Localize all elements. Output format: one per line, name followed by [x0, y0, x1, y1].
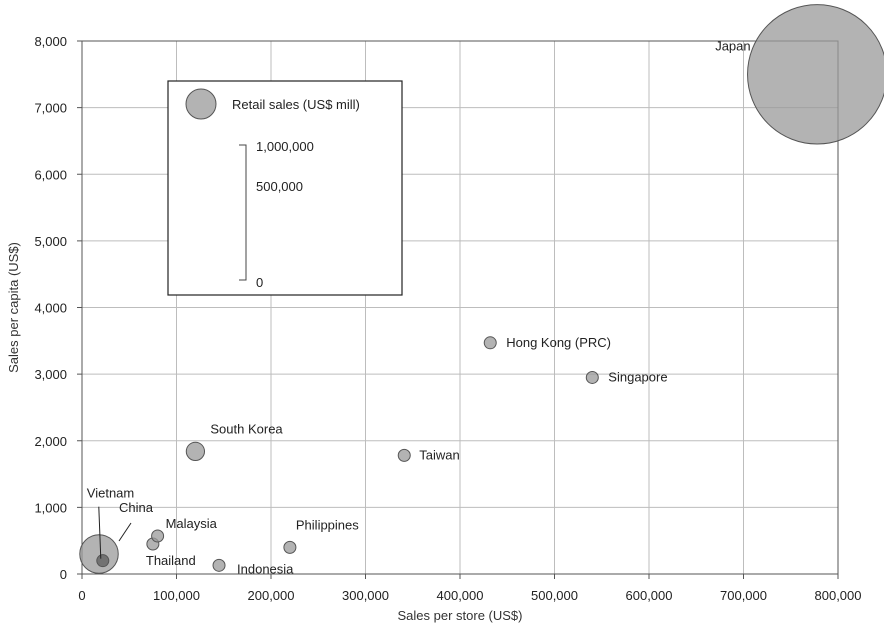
bubble-japan [747, 4, 884, 145]
legend-scale-label-mid: 500,000 [256, 179, 303, 194]
x-tick-label: 200,000 [248, 588, 295, 603]
y-tick-label: 3,000 [34, 367, 67, 382]
legend-title: Retail sales (US$ mill) [232, 97, 360, 112]
bubble-label-malaysia: Malaysia [166, 516, 218, 531]
y-tick-label: 1,000 [34, 500, 67, 515]
bubble-label-hong-kong-prc: Hong Kong (PRC) [506, 335, 611, 350]
bubble-taiwan [397, 448, 411, 462]
legend-swatch [185, 88, 217, 120]
leader-line-china [118, 522, 132, 542]
x-tick-label: 700,000 [720, 588, 767, 603]
x-tick-label: 300,000 [342, 588, 389, 603]
bubbles [79, 4, 884, 574]
bubble-label-japan: Japan [715, 38, 750, 53]
bubble-label-vietnam: Vietnam [87, 486, 134, 501]
bubble-philippines [283, 540, 297, 554]
bubble-vietnam [96, 554, 110, 568]
x-tick-label: 400,000 [437, 588, 484, 603]
x-tick-label: 0 [78, 588, 85, 603]
bubble-label-china: China [119, 500, 154, 515]
bubble-labels: Japan Hong Kong (PRC) Singapore South Korea… [87, 38, 751, 576]
y-tick-label: 5,000 [34, 234, 67, 249]
bubble-indonesia [212, 558, 226, 572]
y-tick-label: 4,000 [34, 301, 67, 316]
x-tick-label: 500,000 [531, 588, 578, 603]
bubble-malaysia [151, 529, 165, 543]
x-axis-ticks: 0 100,000 200,000 300,000 400,000 500,000 600,… [78, 574, 862, 603]
y-axis-label: Sales per capita (US$) [6, 242, 21, 373]
bubble-label-singapore: Singapore [608, 369, 667, 384]
y-tick-label: 7,000 [34, 101, 67, 116]
bubble-label-taiwan: Taiwan [419, 447, 459, 462]
bubble-singapore [585, 370, 599, 384]
x-tick-label: 600,000 [626, 588, 673, 603]
bubble-label-thailand: Thailand [146, 553, 196, 568]
y-tick-label: 0 [60, 567, 67, 582]
bubble-hong-kong-prc [483, 336, 497, 350]
y-tick-label: 2,000 [34, 434, 67, 449]
legend-scale-label-max: 1,000,000 [256, 139, 314, 154]
bubble-china [79, 534, 119, 574]
leader-line-vietnam [98, 506, 102, 559]
bubble-south-korea [185, 441, 206, 462]
y-tick-label: 6,000 [34, 167, 67, 182]
bubble-label-south-korea: South Korea [210, 421, 283, 436]
bubble-label-indonesia: Indonesia [237, 561, 294, 576]
x-tick-label: 800,000 [815, 588, 862, 603]
y-tick-label: 8,000 [34, 34, 67, 49]
y-axis-ticks: 0 1,000 2,000 3,000 4,000 5,000 6,000 7,000 8,00… [34, 34, 82, 582]
legend-scale-label-min: 0 [256, 275, 263, 290]
bubble-label-philippines: Philippines [296, 517, 359, 532]
legend-scale-bracket [239, 144, 247, 281]
x-tick-label: 100,000 [153, 588, 200, 603]
legend: Retail sales (US$ mill) 1,000,000 500,00… [167, 80, 403, 296]
x-axis-label: Sales per store (US$) [398, 608, 523, 623]
